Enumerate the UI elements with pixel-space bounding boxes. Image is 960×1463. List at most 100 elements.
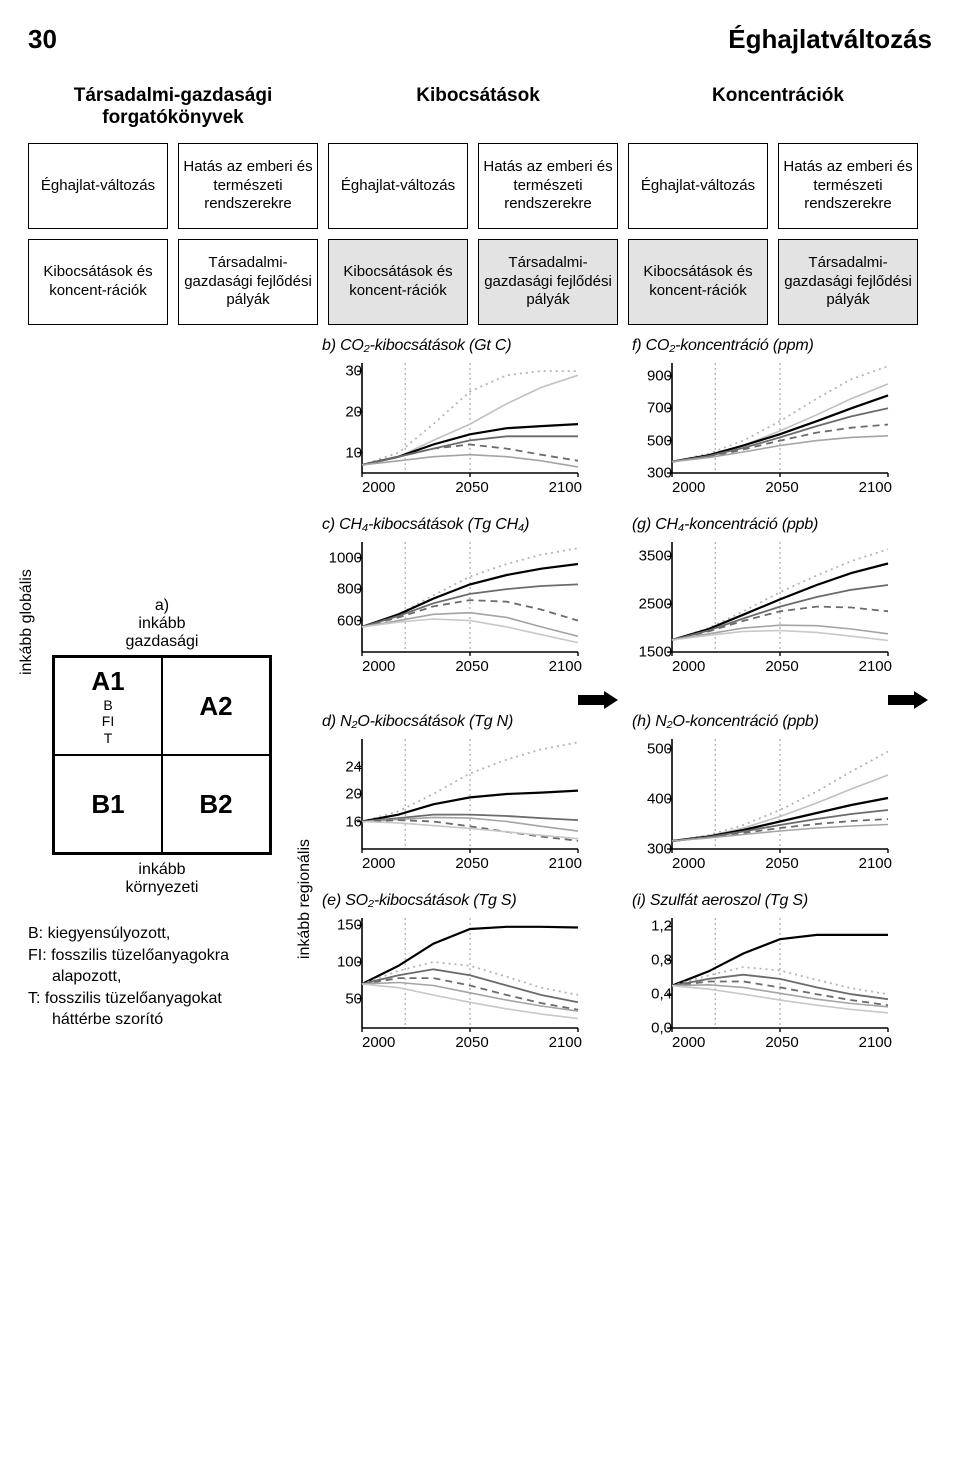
chart-e-xtick: 2100 [549, 1034, 582, 1051]
chart-d-ytick: 20 [318, 786, 362, 803]
arrow-icon [322, 691, 622, 707]
box-emcon-1: Kibocsátások és koncent-rációk [28, 239, 168, 325]
chart-h-xtick: 2050 [765, 855, 798, 872]
chart-i-ytick: 0,8 [628, 952, 672, 969]
chart-d-title: d) N₂O-kibocsátások (Tg N) [322, 713, 622, 731]
chart-b-xtick: 2050 [455, 479, 488, 496]
chart-d-xtick: 2100 [549, 855, 582, 872]
sres-axis-bot1: inkább [52, 861, 272, 879]
sres-panel: a) inkább gazdasági inkább globális A1 B… [28, 597, 322, 897]
box-emcon-2: Kibocsátások és koncent-rációk [328, 239, 468, 325]
box-dev-3: Társadalmi-gazdasági fejlődési pályák [778, 239, 918, 325]
chart-i-xtick: 2100 [859, 1034, 892, 1051]
chart-i-xtick: 2000 [672, 1034, 705, 1051]
chart-h-title: (h) N₂O-koncentráció (ppb) [632, 713, 932, 731]
sres-axis-top2: gazdasági [52, 633, 272, 651]
chart-f-ytick: 900 [628, 367, 672, 384]
chart-f-ytick: 500 [628, 432, 672, 449]
chart-i-xtick: 2050 [765, 1034, 798, 1051]
legend: B: kiegyensúlyozott, FI: fosszilis tüzel… [28, 923, 322, 1031]
sres-cell-a2: A2 [162, 657, 270, 755]
sres-label-a: a) [52, 597, 272, 615]
sres-cell-b2: B2 [162, 755, 270, 853]
chart-h-ytick: 500 [628, 741, 672, 758]
chart-b: b) CO₂-kibocsátások (Gt C)30201020002050… [322, 337, 622, 496]
sres-a2: A2 [199, 691, 232, 722]
page-number: 30 [28, 24, 88, 55]
chart-f-xtick: 2000 [672, 479, 705, 496]
sres-a1: A1 [91, 666, 124, 697]
chart-g-xtick: 2050 [765, 658, 798, 675]
chart-f-xtick: 2100 [859, 479, 892, 496]
chart-e-ytick: 150 [318, 917, 362, 934]
chart-i: (i) Szulfát aeroszol (Tg S)1,20,80,40,02… [632, 892, 932, 1051]
chart-c-ytick: 1000 [318, 549, 362, 566]
chart-c-xtick: 2000 [362, 658, 395, 675]
sres-cell-b1: B1 [54, 755, 162, 853]
chart-c-xtick: 2100 [549, 658, 582, 675]
chart-b-ytick: 20 [318, 403, 362, 420]
box-impact-1: Hatás az emberi és természeti rendszerek… [178, 143, 318, 229]
chart-i-ytick: 0,0 [628, 1020, 672, 1037]
header-emissions: Kibocsátások [328, 85, 628, 129]
chart-c: c) CH₄-kibocsátások (Tg CH₄)100080060020… [322, 516, 622, 675]
chart-b-ytick: 30 [318, 363, 362, 380]
box-dev-2: Társadalmi-gazdasági fejlődési pályák [478, 239, 618, 325]
chart-b-ytick: 10 [318, 444, 362, 461]
chart-d-xtick: 2050 [455, 855, 488, 872]
box-dev-1: Társadalmi-gazdasági fejlődési pályák [178, 239, 318, 325]
chart-b-xtick: 2100 [549, 479, 582, 496]
chart-f: f) CO₂-koncentráció (ppm)900700500300200… [632, 337, 932, 496]
chart-h-xtick: 2100 [859, 855, 892, 872]
box-row-1: Éghajlat-változás Hatás az emberi és ter… [28, 143, 932, 229]
header-concentrations: Koncentrációk [628, 85, 928, 129]
chart-f-xtick: 2050 [765, 479, 798, 496]
sres-axis-right: inkább regionális [296, 839, 314, 959]
chart-i-ytick: 0,4 [628, 986, 672, 1003]
chart-e: (e) SO₂-kibocsátások (Tg S)1501005020002… [322, 892, 622, 1051]
legend-line-fi2: alapozott, [28, 966, 322, 988]
chart-c-title: c) CH₄-kibocsátások (Tg CH₄) [322, 516, 622, 534]
chart-c-ytick: 800 [318, 581, 362, 598]
chart-h: (h) N₂O-koncentráció (ppb)50040030020002… [632, 713, 932, 872]
box-emcon-3: Kibocsátások és koncent-rációk [628, 239, 768, 325]
arrow-icon [632, 691, 932, 707]
sres-axis-bot2: környezeti [52, 879, 272, 897]
legend-line-fi: FI: fosszilis tüzelőanyagokra [28, 945, 322, 967]
chart-c-ytick: 600 [318, 612, 362, 629]
chart-h-ytick: 300 [628, 841, 672, 858]
chart-d-ytick: 16 [318, 813, 362, 830]
chart-d-xtick: 2000 [362, 855, 395, 872]
chart-g-ytick: 1500 [628, 644, 672, 661]
chart-f-title: f) CO₂-koncentráció (ppm) [632, 337, 932, 355]
chart-g-xtick: 2100 [859, 658, 892, 675]
chart-e-xtick: 2050 [455, 1034, 488, 1051]
chart-f-ytick: 300 [628, 465, 672, 482]
box-row-2: Kibocsátások és koncent-rációk Társadalm… [28, 239, 932, 325]
chart-g: (g) CH₄-koncentráció (ppb)35002500150020… [632, 516, 932, 675]
page-title: Éghajlatváltozás [728, 24, 932, 55]
legend-line-t: T: fosszilis tüzelőanyagokat [28, 988, 322, 1010]
chart-g-ytick: 2500 [628, 596, 672, 613]
chart-i-title: (i) Szulfát aeroszol (Tg S) [632, 892, 932, 910]
chart-d-ytick: 24 [318, 758, 362, 775]
chart-b-xtick: 2000 [362, 479, 395, 496]
box-climate-2: Éghajlat-változás [328, 143, 468, 229]
chart-e-ytick: 100 [318, 954, 362, 971]
sres-b2: B2 [199, 789, 232, 820]
chart-e-ytick: 50 [318, 990, 362, 1007]
chart-f-ytick: 700 [628, 400, 672, 417]
chart-i-ytick: 1,2 [628, 918, 672, 935]
chart-b-title: b) CO₂-kibocsátások (Gt C) [322, 337, 622, 355]
chart-e-xtick: 2000 [362, 1034, 395, 1051]
box-impact-2: Hatás az emberi és természeti rendszerek… [478, 143, 618, 229]
sres-b1: B1 [91, 789, 124, 820]
chart-g-title: (g) CH₄-koncentráció (ppb) [632, 516, 932, 534]
box-impact-3: Hatás az emberi és természeti rendszerek… [778, 143, 918, 229]
sres-cell-a1: A1 BFIT [54, 657, 162, 755]
header-socioeconomic: Társadalmi-gazdasági forgatókönyvek [28, 85, 328, 129]
box-climate-3: Éghajlat-változás [628, 143, 768, 229]
legend-line-t2: háttérbe szorító [28, 1009, 322, 1031]
chart-g-xtick: 2000 [672, 658, 705, 675]
chart-h-ytick: 400 [628, 791, 672, 808]
